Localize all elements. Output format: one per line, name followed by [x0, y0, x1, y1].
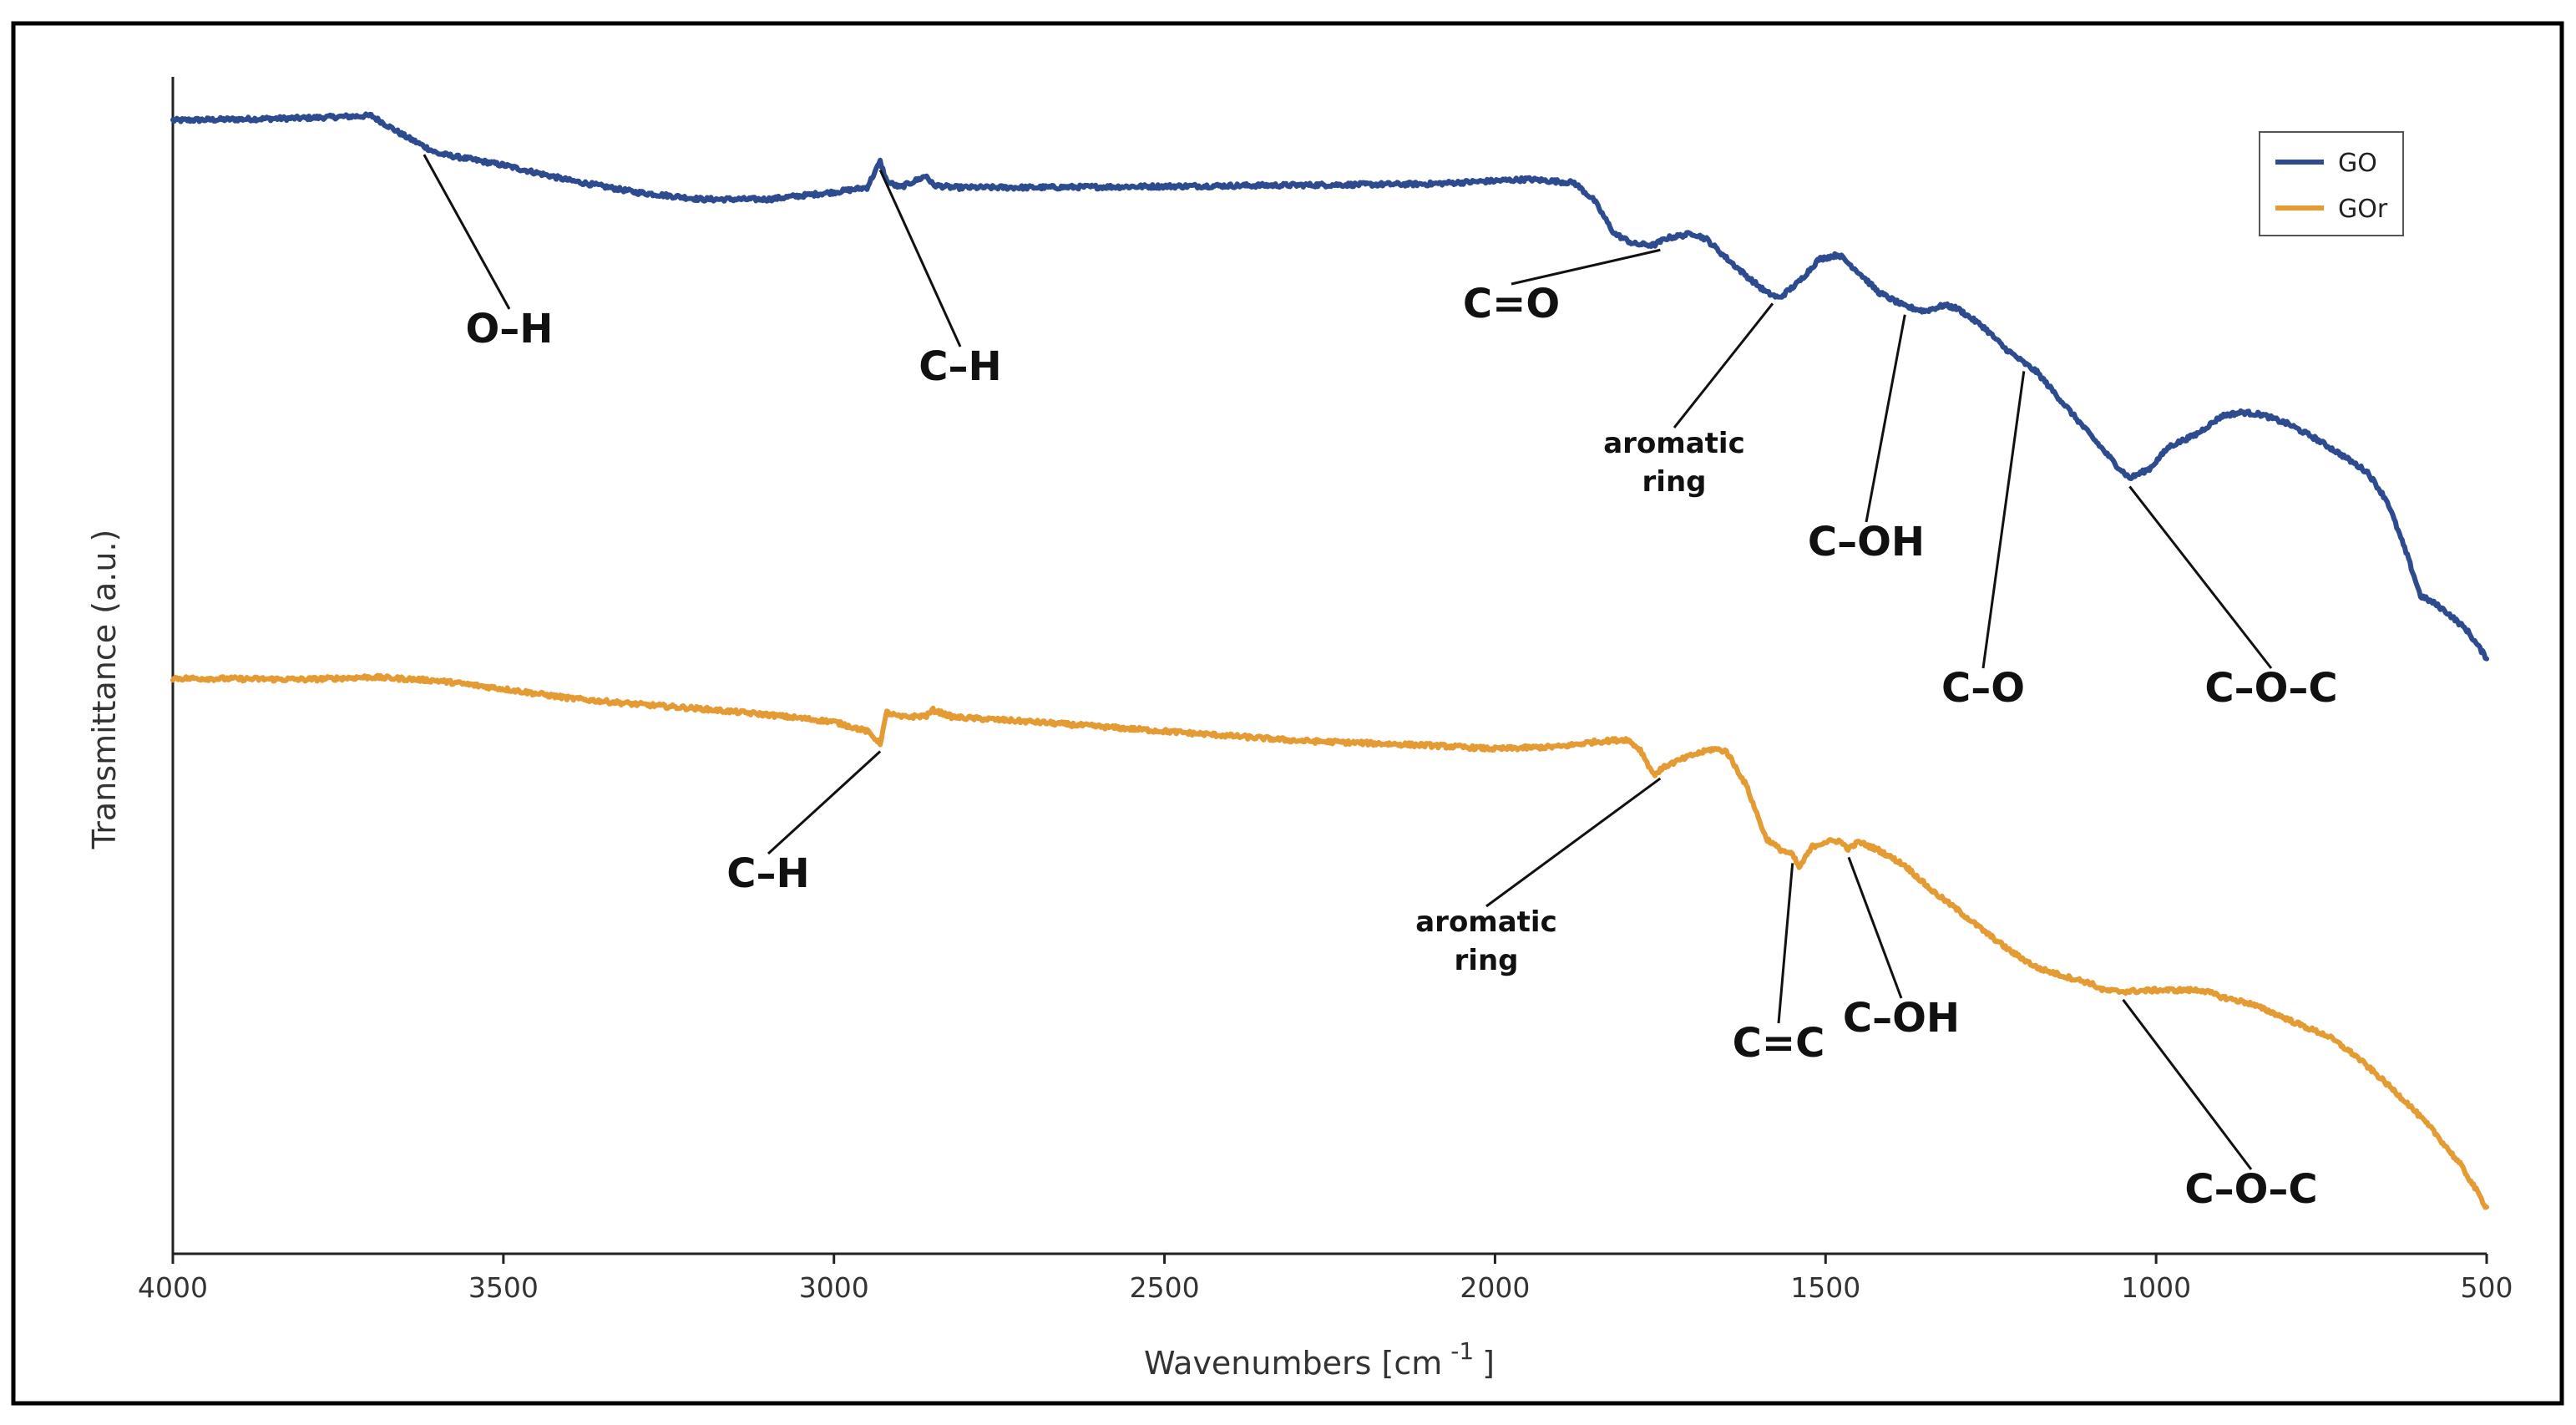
annotation-label-8-line2: ring [1455, 944, 1519, 977]
annotation-label-11: C–O–C [2184, 1166, 2317, 1213]
annotation-leader-1 [878, 169, 962, 347]
series-line-gor [170, 672, 2489, 1210]
annotation-leader-6 [2128, 485, 2273, 669]
annotation-leader-4 [1865, 314, 1906, 523]
legend-box [2259, 131, 2404, 236]
annotation-leader-0 [423, 154, 511, 310]
series-line-go [170, 111, 2489, 662]
x-tick-label-1000: 1000 [2121, 1271, 2191, 1304]
annotation-leader-10 [1847, 856, 1903, 999]
annotation-label-3-line2: ring [1642, 465, 1707, 499]
annotation-label-10: C–OH [1843, 995, 1960, 1042]
annotation-leader-2 [1511, 248, 1661, 286]
annotation-label-5: C–O [1941, 665, 2025, 712]
annotation-label-8: aromatic [1415, 905, 1557, 939]
legend: GO GOr [2259, 131, 2404, 236]
legend-label-go: GO [2338, 149, 2377, 178]
annotation-layer: O–H C–H C=O aromatic ring C–OH C–O C–O–C C–H arom… [423, 154, 2338, 1213]
annotation-label-1: C–H [919, 343, 1001, 390]
plot-area [171, 77, 2487, 1255]
x-tick-label-500: 500 [2461, 1271, 2513, 1304]
legend-label-gor: GOr [2338, 195, 2388, 224]
x-axis-title-close: ] [1482, 1345, 1495, 1382]
x-tick-label-1500: 1500 [1790, 1271, 1860, 1304]
annotation-leader-8 [1485, 777, 1662, 908]
annotation-label-3: aromatic [1603, 427, 1745, 460]
x-axis-title-main: Wavenumbers [cm [1144, 1345, 1442, 1382]
x-axis-ticks: 4000 3500 3000 2500 2000 1500 1000 500 [138, 1254, 2513, 1304]
annotation-leader-3 [1673, 302, 1774, 429]
series-layer [170, 111, 2489, 1210]
x-tick-label-2500: 2500 [1130, 1271, 1200, 1304]
x-axis-title-sup: -1 [1450, 1337, 1474, 1365]
annotation-leader-7 [767, 750, 882, 855]
y-axis-title: Transmittance (a.u.) [86, 530, 123, 850]
x-tick-label-3500: 3500 [468, 1271, 539, 1304]
annotation-label-2: C=O [1463, 281, 1560, 327]
x-tick-label-4000: 4000 [138, 1271, 208, 1304]
x-tick-label-2000: 2000 [1460, 1271, 1530, 1304]
annotation-label-0: O–H [466, 306, 554, 352]
annotation-label-4: C–OH [1808, 519, 1925, 565]
annotation-leader-5 [1981, 371, 2026, 669]
figure-frame [11, 21, 2564, 1406]
x-tick-label-3000: 3000 [799, 1271, 869, 1304]
annotation-leader-11 [2122, 998, 2253, 1170]
annotation-label-9: C=C [1733, 1020, 1825, 1067]
annotation-leader-9 [1777, 863, 1794, 1024]
x-axis-title: Wavenumbers [cm -1] [1144, 1337, 1495, 1382]
annotation-label-7: C–H [726, 850, 809, 897]
annotation-label-6: C–O–C [2204, 665, 2337, 712]
